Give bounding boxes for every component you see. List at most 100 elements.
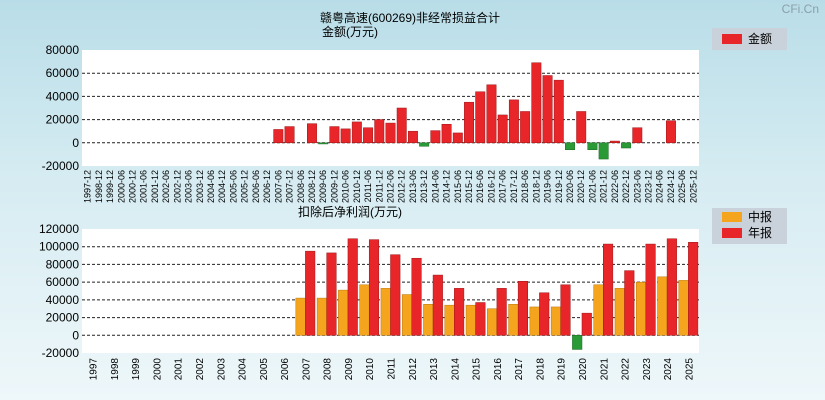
c2-x-tick: 2004 xyxy=(238,358,249,381)
c1-x-tick: 2007-06 xyxy=(273,170,283,203)
c2-bar-half xyxy=(614,288,625,336)
c2-x-tick: 1999 xyxy=(131,358,142,381)
c1-title: 赣粤高速(600269)非经常损益合计 xyxy=(320,10,500,25)
c2-bar-half xyxy=(295,297,306,336)
c2-y-tick: 60000 xyxy=(46,275,80,289)
c2-bar-annual xyxy=(624,270,635,336)
c1-x-tick: 2008-06 xyxy=(296,170,306,203)
c1-bar xyxy=(665,120,676,144)
c2-bar-annual xyxy=(603,243,614,336)
c2-bar-half xyxy=(529,306,540,336)
c2-x-tick: 2005 xyxy=(259,358,270,381)
c1-x-tick: 2021-06 xyxy=(587,170,597,203)
c2-x-tick: 2018 xyxy=(535,358,546,381)
c1-bar xyxy=(340,128,351,144)
c2-x-tick: 2007 xyxy=(301,358,312,381)
c1-bar xyxy=(374,119,385,144)
c2-bar-half xyxy=(508,304,519,336)
c2-bar-annual xyxy=(475,302,486,336)
c1-x-tick: 2018-12 xyxy=(531,170,541,203)
c1-x-tick: 2016-12 xyxy=(486,170,496,203)
c2-bar-half xyxy=(423,304,434,336)
c1-x-tick: 2022-12 xyxy=(621,170,631,203)
c1-bar xyxy=(307,123,317,144)
c2-x-tick: 2013 xyxy=(429,358,440,381)
c2-bar-annual xyxy=(390,254,401,336)
c2-bar-annual xyxy=(581,312,592,336)
c1-bar xyxy=(385,122,396,144)
c2-bar-half xyxy=(465,304,476,336)
c2-x-tick: 2010 xyxy=(365,358,376,381)
c1-x-tick: 2020-06 xyxy=(565,170,575,203)
c1-legend-swatch xyxy=(722,34,742,44)
c2-x-tick: 2000 xyxy=(152,358,163,381)
c1-x-tick: 2002-06 xyxy=(161,170,171,203)
c1-x-tick: 2005-12 xyxy=(240,170,250,203)
c2-bar-annual xyxy=(432,274,443,336)
c1-y-tick: 40000 xyxy=(46,89,80,103)
c1-x-tick: 2010-12 xyxy=(352,170,362,203)
c1-x-tick: 2003-06 xyxy=(184,170,194,203)
c1-bar xyxy=(542,75,553,144)
c2-x-tick: 2009 xyxy=(344,358,355,381)
c2-bar-half xyxy=(572,335,583,350)
c1-y-tick: 80000 xyxy=(46,43,80,57)
c2-x-tick: 2023 xyxy=(642,358,653,381)
c1-bar xyxy=(273,129,284,144)
c1-x-tick: 1997-12 xyxy=(83,170,93,203)
c2-bar-half xyxy=(593,284,604,336)
c1-bar xyxy=(329,126,340,144)
c1-x-tick: 2008-12 xyxy=(307,170,317,203)
c1-bars xyxy=(273,62,676,160)
c2-bar-annual xyxy=(496,288,507,336)
c2-bar-annual xyxy=(560,284,571,336)
c1-x-tick: 2011-12 xyxy=(374,170,384,202)
c2-bar-half xyxy=(401,294,413,336)
c1-bar xyxy=(497,114,508,144)
c2-gridlines xyxy=(82,246,699,336)
c1-x-tick: 2019-06 xyxy=(543,170,553,203)
c2-legend-swatch-half xyxy=(722,212,742,222)
c1-x-tick: 2014-06 xyxy=(430,170,440,203)
c2-x-tick: 2025 xyxy=(684,358,695,381)
c1-x-tick: 2001-12 xyxy=(150,170,160,203)
c2-legend-label-annual: 年报 xyxy=(748,225,772,240)
c1-bar xyxy=(284,126,295,144)
c1-x-tick: 2003-12 xyxy=(195,170,205,203)
nonrecurring-chart: 80000 60000 40000 20000 0 -20000 1997-12 1998-… xyxy=(42,10,787,203)
c2-bar-annual xyxy=(688,242,699,336)
c2-bar-annual xyxy=(454,288,465,336)
c2-x-tick: 2016 xyxy=(493,358,504,381)
c1-x-tick: 2020-12 xyxy=(576,170,586,203)
c1-x-tick: 2009-12 xyxy=(329,170,339,203)
c1-bar xyxy=(598,142,609,160)
c2-x-tick: 1997 xyxy=(89,358,100,381)
c1-x-tick: 2014-12 xyxy=(442,170,452,203)
c2-bar-half xyxy=(444,304,455,336)
c1-bar xyxy=(576,111,587,144)
c1-x-tick: 2023-06 xyxy=(632,170,642,203)
c2-x-tick: 2022 xyxy=(621,358,632,381)
c2-x-tick: 2017 xyxy=(514,358,525,381)
c1-x-tick: 2024-06 xyxy=(655,170,665,203)
c2-y-tick: 80000 xyxy=(46,257,80,271)
c2-x-tick-labels: 1997 1998 1999 2000 2001 2002 2003 2004 2005 2006… xyxy=(89,358,696,381)
c1-x-tick: 1998-12 xyxy=(94,170,104,203)
c1-x-tick: 2017-06 xyxy=(498,170,508,203)
c1-x-tick: 2015-12 xyxy=(464,170,474,203)
c2-bar-half xyxy=(487,308,498,336)
c1-bar xyxy=(475,91,486,144)
c1-bar xyxy=(407,130,418,144)
c1-x-tick: 2015-06 xyxy=(453,170,463,203)
c1-x-tick: 2022-06 xyxy=(610,170,620,203)
net-profit-chart: 120000100000800006000040000200000-20000 … xyxy=(39,204,787,380)
c2-bar-half xyxy=(550,306,561,336)
c1-bar xyxy=(396,107,407,144)
c1-legend: 金额 xyxy=(712,28,787,50)
c1-x-tick: 2000-06 xyxy=(116,170,126,203)
c1-x-tick: 2012-12 xyxy=(397,170,407,203)
c2-x-tick: 2008 xyxy=(323,358,334,381)
c1-x-tick: 2024-12 xyxy=(666,170,676,203)
c2-y-tick: 0 xyxy=(72,328,79,342)
